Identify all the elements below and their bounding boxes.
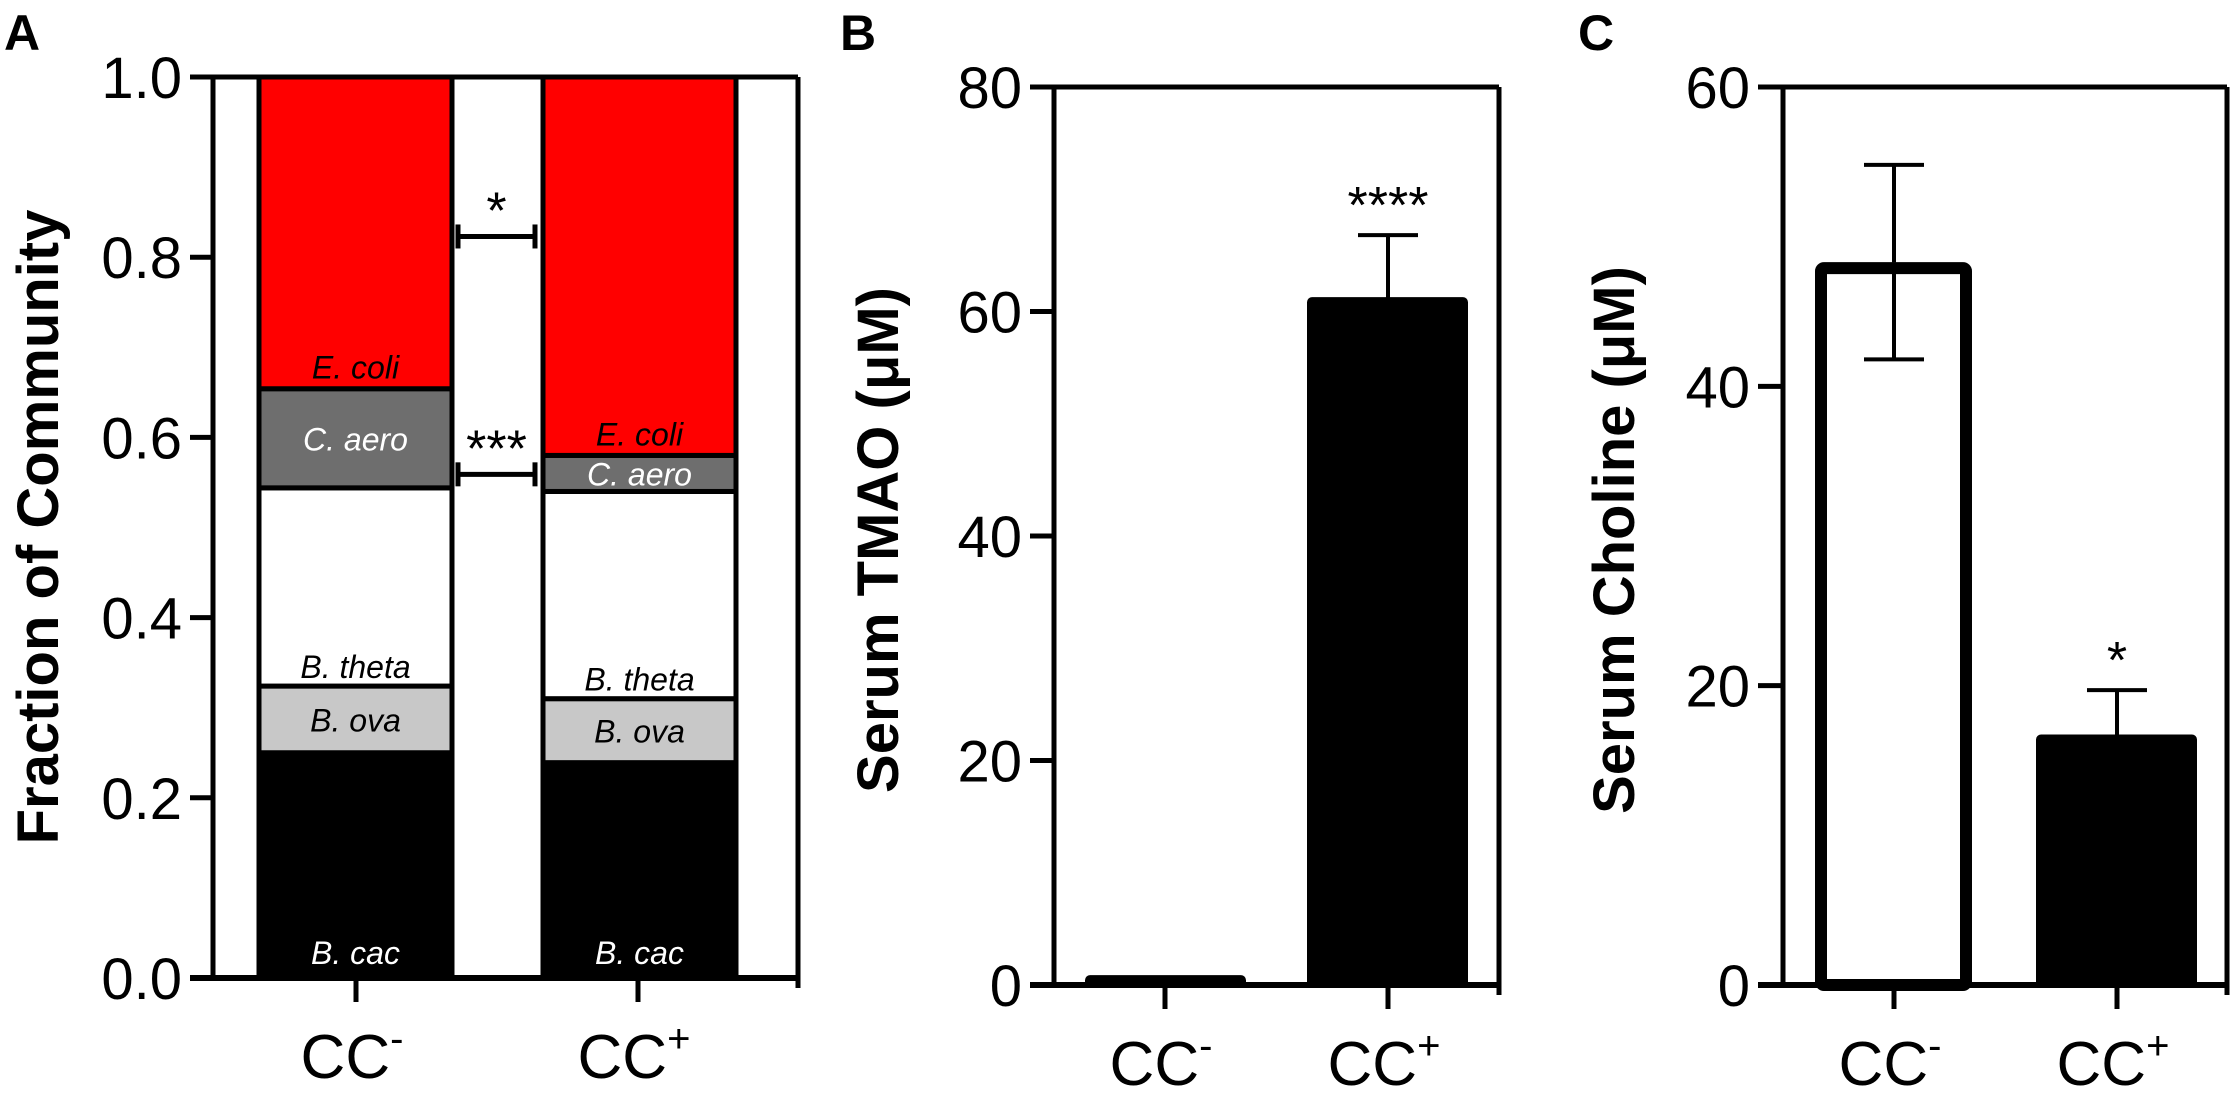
bar-segment-e-coli — [540, 74, 739, 458]
x-category-label: CC- — [301, 1017, 404, 1092]
bar-segment-b-ova — [540, 696, 739, 766]
y-tick-label: 0.0 — [101, 947, 182, 1012]
segment-label: B. theta — [300, 649, 410, 685]
y-axis-title-b: Serum TMAO (μM) — [846, 287, 911, 793]
bar-segment-b-cac — [256, 750, 455, 981]
segment-label: C. aero — [303, 421, 408, 457]
y-axis-title-c: Serum Choline (μM) — [1582, 266, 1647, 814]
segment-label: B. cac — [595, 935, 684, 971]
category-superscript: + — [1417, 1024, 1440, 1068]
significance-label: *** — [466, 420, 527, 478]
significance-label: * — [2107, 632, 2127, 690]
category-superscript: - — [1199, 1024, 1212, 1068]
x-category-label: CC+ — [578, 1017, 691, 1092]
segment-label: E. coli — [312, 350, 400, 386]
bar-segment-b-theta — [256, 485, 455, 689]
category-name: CC — [301, 1023, 391, 1092]
y-tick-label: 0.4 — [101, 587, 182, 652]
x-category-label: CC- — [1839, 1024, 1942, 1099]
significance-label: **** — [1348, 177, 1429, 235]
x-category-label: CC+ — [2057, 1024, 2170, 1099]
bar-segment-b-theta — [540, 488, 739, 702]
category-superscript: + — [667, 1017, 690, 1061]
segment-label: C. aero — [587, 456, 692, 492]
y-tick-label: 40 — [957, 505, 1022, 570]
panel-letter-a: A — [4, 5, 40, 61]
category-superscript: - — [390, 1017, 403, 1061]
panel-letter-c: C — [1578, 5, 1614, 61]
y-tick-label: 60 — [1685, 56, 1750, 121]
y-axis-title-a: Fraction of Community — [6, 210, 71, 845]
y-tick-label: 60 — [957, 281, 1022, 346]
bar — [1307, 297, 1468, 987]
panel-letter-b: B — [840, 5, 876, 61]
bar — [1815, 262, 1972, 991]
segment-label: B. ova — [594, 714, 685, 750]
segment-label: B. theta — [584, 662, 694, 698]
x-category-label: CC- — [1110, 1024, 1213, 1099]
category-name: CC — [1328, 1030, 1418, 1099]
y-tick-label: 20 — [957, 730, 1022, 795]
category-name: CC — [2057, 1030, 2147, 1099]
category-name: CC — [1839, 1030, 1929, 1099]
y-tick-label: 80 — [957, 56, 1022, 121]
bar — [2036, 734, 2197, 988]
y-tick-label: 0.8 — [101, 226, 182, 291]
x-category-label: CC+ — [1328, 1024, 1441, 1099]
y-tick-label: 0 — [990, 954, 1022, 1019]
segment-label: B. ova — [310, 702, 401, 738]
segment-label: B. cac — [311, 935, 400, 971]
panel-a-chart: B. cac B. ova B. theta C. aero E. coli B. cac… — [101, 46, 801, 1092]
category-name: CC — [578, 1023, 668, 1092]
category-name: CC — [1110, 1030, 1200, 1099]
bar-segment-c-aero — [256, 386, 455, 491]
y-tick-label: 0 — [1718, 954, 1750, 1019]
segment-label: E. coli — [596, 416, 684, 452]
y-tick-label: 1.0 — [101, 46, 182, 111]
bar-segment-e-coli — [256, 74, 455, 392]
y-tick-label: 40 — [1685, 355, 1750, 420]
category-superscript: + — [2146, 1024, 2169, 1068]
significance-label: * — [486, 182, 506, 240]
category-superscript: - — [1928, 1024, 1941, 1068]
y-tick-label: 0.2 — [101, 767, 182, 832]
y-tick-label: 20 — [1685, 655, 1750, 720]
y-tick-label: 0.6 — [101, 406, 182, 471]
